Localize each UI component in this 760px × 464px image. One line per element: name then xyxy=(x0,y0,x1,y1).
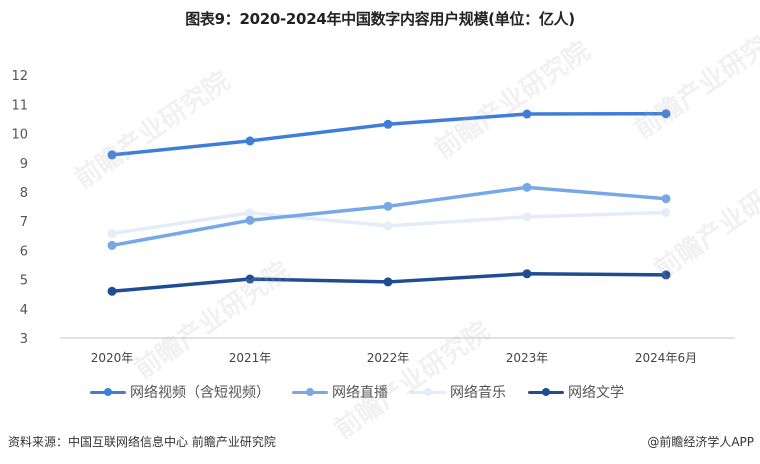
series-lines xyxy=(107,109,671,296)
line-chart: 3 4 5 6 7 8 9 10 11 12 2020年 2021年 2022年 2023年 2024年6… xyxy=(11,69,735,365)
x-tick-label: 2022年 xyxy=(367,351,410,365)
legend-line-marker-icon xyxy=(528,386,564,398)
x-tick-label: 2024年6月 xyxy=(635,351,697,365)
y-tick-label: 12 xyxy=(11,69,28,84)
x-tick-label: 2023年 xyxy=(506,351,549,365)
legend-line-marker-icon xyxy=(410,386,446,398)
data-point xyxy=(522,182,532,192)
legend-item: 网络音乐 xyxy=(410,382,506,402)
legend-line-marker-icon xyxy=(292,386,328,398)
legend-line-marker-icon xyxy=(90,386,126,398)
y-tick-label: 3 xyxy=(20,332,28,347)
series-3 xyxy=(107,269,671,296)
y-tick-label: 4 xyxy=(20,303,28,318)
y-tick-label: 7 xyxy=(20,215,28,230)
x-tick-label: 2021年 xyxy=(229,351,272,365)
legend-item: 网络直播 xyxy=(292,382,388,402)
y-axis: 3 4 5 6 7 8 9 10 11 12 xyxy=(11,69,28,347)
data-point xyxy=(522,269,532,279)
data-point xyxy=(661,270,671,280)
data-point xyxy=(661,109,671,119)
series-1 xyxy=(107,182,671,250)
data-point xyxy=(661,194,671,204)
y-tick-label: 11 xyxy=(11,98,28,113)
y-tick-label: 8 xyxy=(20,186,28,201)
data-point xyxy=(383,201,393,211)
legend-item: 网络文学 xyxy=(528,382,624,402)
y-tick-label: 5 xyxy=(20,274,28,289)
data-point xyxy=(661,207,671,217)
legend-label: 网络音乐 xyxy=(450,385,506,401)
y-tick-label: 9 xyxy=(20,157,28,172)
data-point xyxy=(383,221,393,231)
data-point xyxy=(107,228,117,238)
data-point xyxy=(107,240,117,250)
legend-label: 网络文学 xyxy=(568,385,624,401)
chart-title: 图表9：2020-2024年中国数字内容用户规模(单位：亿人) xyxy=(185,10,575,28)
series-2 xyxy=(107,207,671,238)
data-point xyxy=(522,109,532,119)
data-point xyxy=(245,274,255,284)
data-point xyxy=(522,212,532,222)
credit-note: @前瞻经济学人APP xyxy=(647,435,754,449)
data-point xyxy=(383,119,393,129)
data-point xyxy=(383,277,393,287)
legend-label: 网络视频（含短视频） xyxy=(130,385,270,401)
legend: 网络视频（含短视频） 网络直播 网络音乐 网络文学 xyxy=(90,382,624,402)
source-note: 资料来源：中国互联网络信息中心 前瞻产业研究院 xyxy=(8,435,276,449)
y-tick-label: 6 xyxy=(20,244,28,259)
legend-label: 网络直播 xyxy=(332,385,388,401)
data-point xyxy=(245,136,255,146)
x-tick-label: 2020年 xyxy=(91,351,134,365)
legend-item: 网络视频（含短视频） xyxy=(90,382,270,402)
series-0 xyxy=(107,109,671,160)
data-point xyxy=(107,286,117,296)
y-tick-label: 10 xyxy=(11,128,28,143)
data-point xyxy=(107,150,117,160)
data-point xyxy=(245,208,255,218)
x-axis: 2020年 2021年 2022年 2023年 2024年6月 xyxy=(91,351,697,365)
data-point xyxy=(245,215,255,225)
